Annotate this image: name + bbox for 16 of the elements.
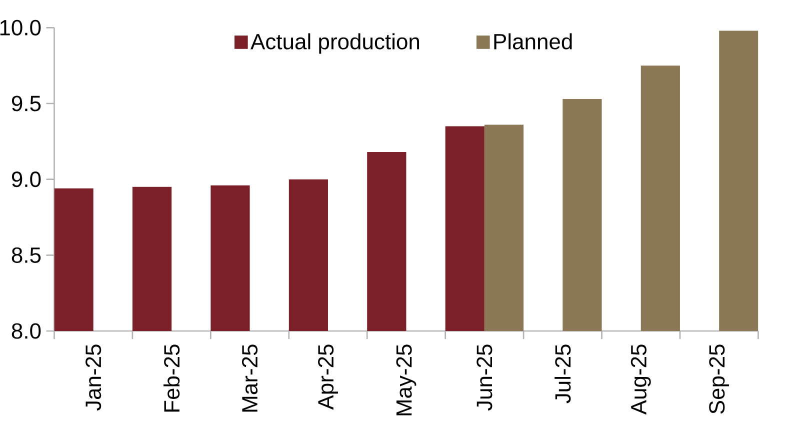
y-tick-label: 10.0 (0, 20, 41, 36)
y-tick-label: 8.5 (12, 247, 41, 263)
x-tick-label: Aug-25 (630, 344, 651, 415)
x-tick-label: Jul-25 (554, 344, 571, 404)
x-tick-label: May-25 (396, 344, 416, 416)
y-tick-label: 8.0 (12, 323, 41, 339)
y-tick-label: 9.0 (12, 172, 41, 188)
x-tick-label: Apr-25 (318, 344, 338, 410)
x-tick-label: Jun-25 (476, 344, 492, 411)
y-tick-label: 9.5 (12, 96, 41, 112)
legend-label: Planned (494, 33, 572, 50)
x-tick-label: Mar-25 (242, 344, 258, 412)
x-tick-label: Feb-25 (163, 344, 180, 412)
legend-label: Actual production (250, 33, 420, 54)
x-tick-label: Sep-25 (709, 344, 730, 414)
x-tick-label: Jan-25 (86, 344, 102, 411)
